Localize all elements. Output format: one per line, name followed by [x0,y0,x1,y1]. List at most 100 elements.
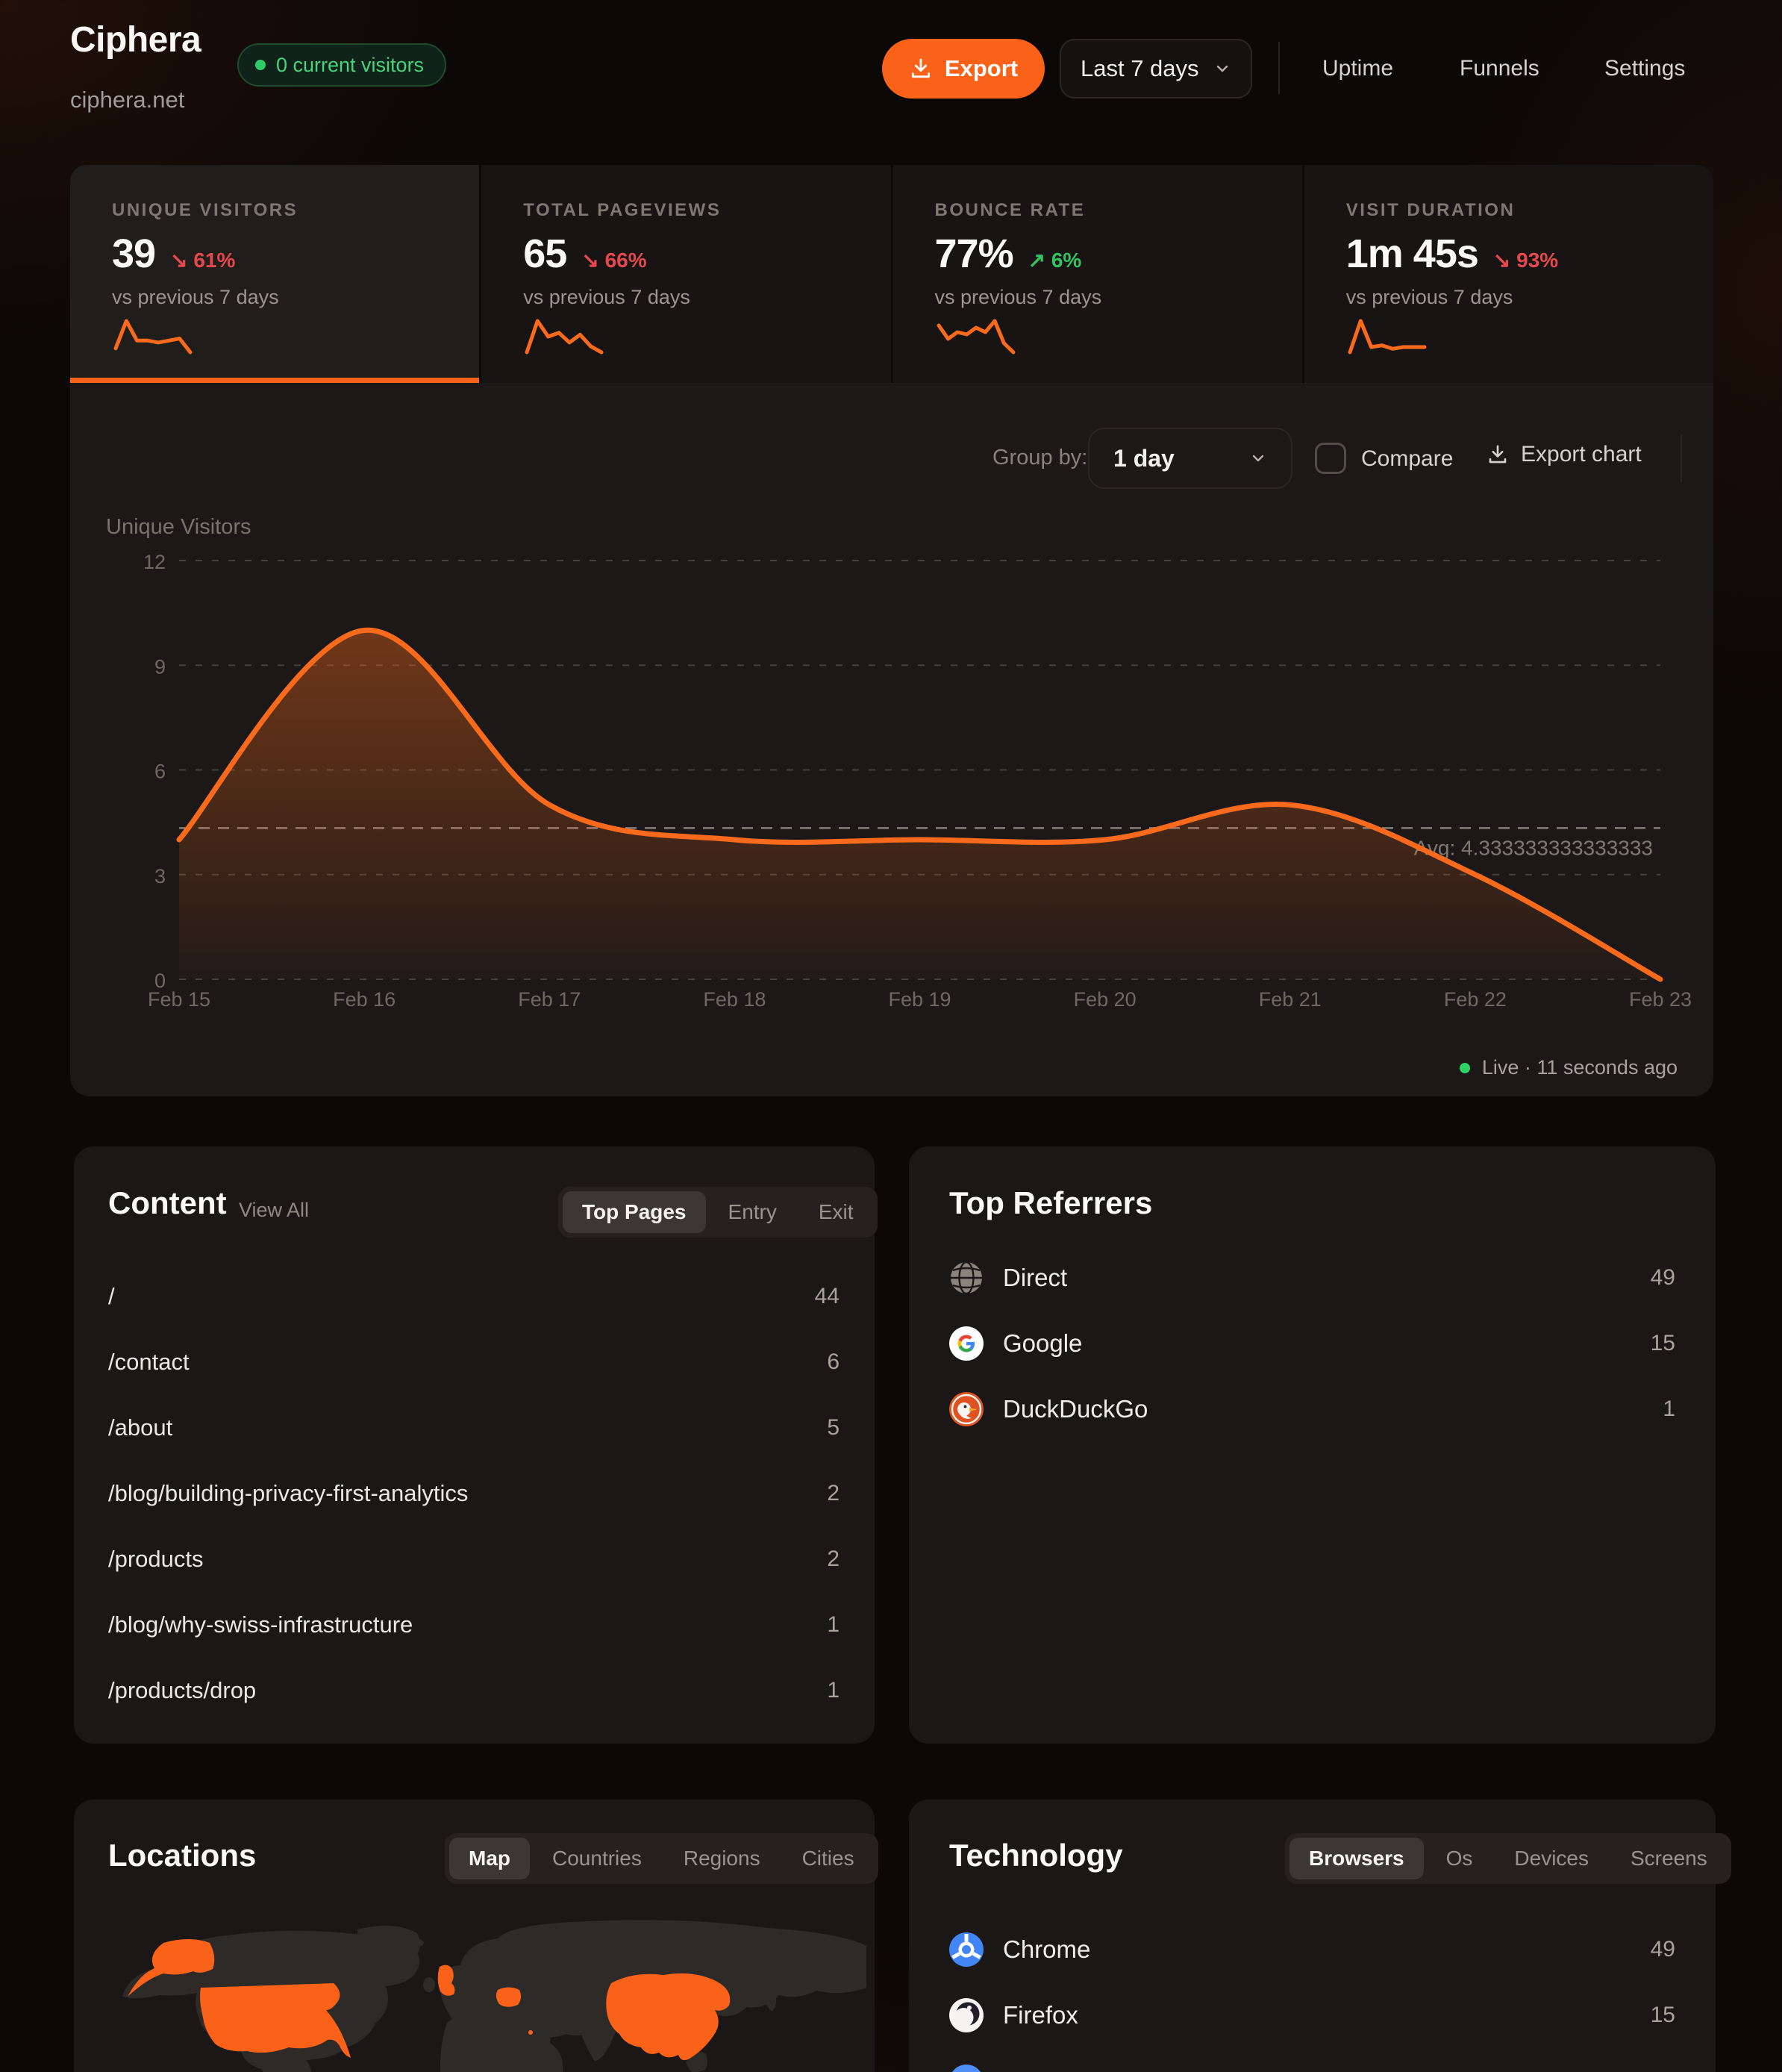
page-row[interactable]: /blog/building-privacy-first-analytics 2 [74,1461,875,1526]
export-chart-button[interactable]: Export chart [1486,442,1642,467]
stat-value: 65 [523,231,567,276]
browser-count: 49 [1650,1937,1675,1962]
sparkline-chart [937,319,1015,355]
globe-icon [951,1261,982,1295]
view-all-link[interactable]: View All [239,1199,310,1221]
controls-divider [1681,434,1682,482]
referrer-name: Direct [1003,1264,1068,1291]
referrer-name: Google [1003,1329,1083,1357]
stat-label: TOTAL PAGEVIEWS [523,200,722,220]
svg-text:9: 9 [154,655,166,678]
sparkline-chart [113,319,193,355]
partial-browser-icon [952,2065,981,2072]
export-button[interactable]: Export [882,39,1045,99]
referrer-row[interactable]: DuckDuckGo 1 [909,1376,1716,1442]
referrer-row[interactable]: Google 15 [909,1311,1716,1376]
download-icon [1489,445,1507,464]
stat-tile-unique-visitors[interactable]: UNIQUE VISITORS 39 ↘ 61% vs previous 7 d… [70,165,480,383]
site-domain: ciphera.net [70,87,185,113]
nav-settings[interactable]: Settings [1604,56,1686,81]
stat-change: ↘ 61% [170,249,236,272]
group-by-value: 1 day [1113,444,1175,472]
google-icon [949,1326,984,1361]
active-tile-underline [70,378,480,383]
svg-text:6: 6 [154,761,166,783]
svg-text:Avg: 4.333333333333333: Avg: 4.333333333333333 [1414,836,1653,859]
tab-countries[interactable]: Countries [552,1847,642,1870]
page-row[interactable]: /products/drop 1 [74,1658,875,1723]
group-by-dropdown[interactable]: 1 day [1088,428,1292,489]
current-visitors-badge: 0 current visitors [237,43,447,87]
tab-cities[interactable]: Cities [801,1847,854,1870]
svg-text:Feb 20: Feb 20 [1074,988,1137,1011]
sparkline-chart [1348,319,1427,355]
svg-text:Feb 19: Feb 19 [888,988,951,1011]
stat-value: 77% [934,231,1014,276]
technology-title: Technology [949,1838,1123,1873]
date-range-value: Last 7 days [1081,55,1199,81]
nav-funnels[interactable]: Funnels [1460,56,1539,81]
export-label: Export [944,55,1019,81]
browser-name: Firefox [1003,2001,1078,2029]
stat-tile-bounce-rate[interactable]: BOUNCE RATE 77% ↗ 6% vs previous 7 days [892,165,1302,383]
stats-row: UNIQUE VISITORS 39 ↘ 61% vs previous 7 d… [70,165,1713,383]
stat-tile-visit-duration[interactable]: VISIT DURATION 1m 45s ↘ 93% vs previous … [1304,165,1713,383]
tab-map[interactable]: Map [449,1838,530,1879]
stat-compare: vs previous 7 days [1345,286,1513,308]
page-count: 1 [827,1678,840,1703]
stat-value: 1m 45s [1345,231,1479,276]
page-path: /about [108,1414,173,1441]
firefox-icon [949,1998,984,2032]
page-path: /products [108,1546,204,1572]
tab-browsers[interactable]: Browsers [1289,1838,1424,1879]
live-label: Live · 11 seconds ago [1481,1056,1678,1079]
page-count: 6 [827,1349,840,1374]
tab-entry[interactable]: Entry [728,1200,777,1223]
referrer-row[interactable]: Direct 49 [909,1245,1716,1311]
tab-top-pages[interactable]: Top Pages [563,1191,706,1233]
tab-exit[interactable]: Exit [818,1200,854,1223]
tab-devices[interactable]: Devices [1514,1847,1589,1870]
tab-regions[interactable]: Regions [683,1847,760,1870]
page-row[interactable]: /products 2 [74,1526,875,1592]
page-count: 44 [814,1284,840,1308]
chevron-down-icon [1252,455,1264,462]
world-map[interactable] [89,1900,869,2072]
current-visitors-label: 0 current visitors [276,53,425,76]
technology-tabs: Browsers Os Devices Screens [1285,1833,1731,1884]
page-row[interactable]: /contact 6 [74,1329,875,1395]
compare-checkbox[interactable] [1315,443,1346,474]
referrer-count: 1 [1663,1397,1675,1421]
page-row[interactable]: / 44 [74,1264,875,1329]
header-divider [1278,42,1280,94]
browser-count: 15 [1650,2003,1675,2027]
browser-row[interactable]: Chrome 49 [909,1917,1716,1982]
tab-screens[interactable]: Screens [1631,1847,1707,1870]
content-tabs: Top Pages Entry Exit [558,1187,878,1238]
page-row[interactable]: /blog/why-swiss-infrastructure 1 [74,1592,875,1658]
sparkline-chart [525,319,604,355]
duckduckgo-icon [949,1392,984,1426]
stat-change: ↘ 66% [581,249,647,272]
chevron-down-icon [1216,65,1228,72]
stat-label: BOUNCE RATE [934,200,1086,220]
svg-text:3: 3 [154,865,166,887]
download-icon [911,58,930,78]
content-title: Content [108,1185,227,1220]
browser-row[interactable]: Firefox 15 [909,1982,1716,2048]
unique-visitors-chart[interactable]: 0 3 6 9 12 Feb 15 Feb 16 Feb 17 Feb 18 Feb 19 Feb … [70,508,1713,1030]
svg-text:0: 0 [154,970,166,992]
page-row[interactable]: /about 5 [74,1395,875,1461]
referrer-name: DuckDuckGo [1003,1395,1148,1423]
page-count: 1 [827,1612,840,1637]
svg-text:Feb 17: Feb 17 [518,988,581,1011]
locations-tabs: Map Countries Regions Cities [445,1833,878,1884]
live-indicator: Live · 11 seconds ago [1459,1056,1678,1079]
site-name: Ciphera [70,20,201,60]
svg-text:12: 12 [143,551,166,573]
nav-uptime[interactable]: Uptime [1322,56,1394,81]
tab-os[interactable]: Os [1445,1847,1473,1870]
page-path: /contact [108,1349,190,1375]
stat-tile-pageviews[interactable]: TOTAL PAGEVIEWS 65 ↘ 66% vs previous 7 d… [481,165,891,383]
date-range-dropdown[interactable]: Last 7 days [1060,39,1252,99]
